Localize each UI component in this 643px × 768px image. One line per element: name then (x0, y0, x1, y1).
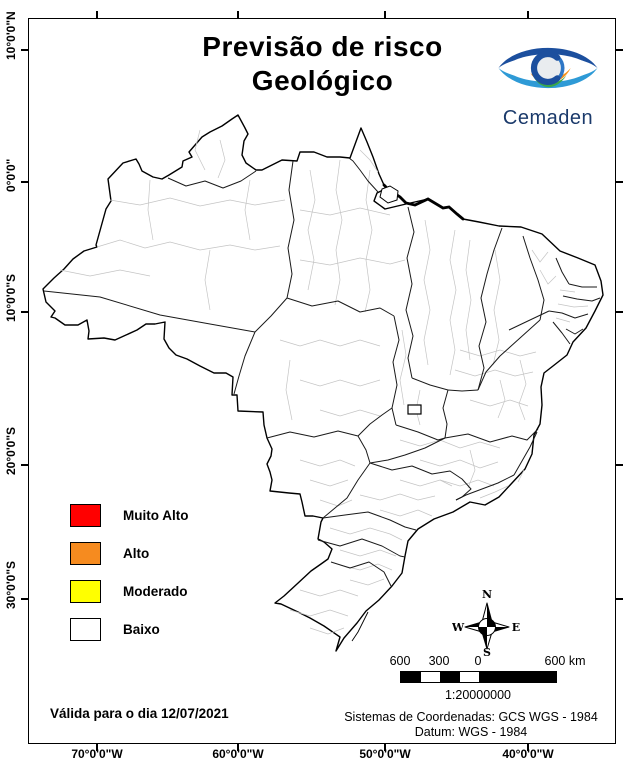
legend-label-baixo: Baixo (123, 621, 160, 637)
scale-label-0: 0 (474, 654, 482, 668)
page-title: Previsão de risco Geológico (155, 30, 490, 98)
cemaden-logo-text: Cemaden (502, 107, 594, 129)
legend-label-muito-alto: Muito Alto (123, 507, 189, 523)
lat-tick (21, 598, 28, 600)
scale-bar: 600 300 0 600 km 1:20000000 (380, 654, 590, 702)
lon-tick (96, 744, 98, 751)
compass-rose-icon: N S E W (452, 588, 520, 658)
legend-label-alto: Alto (123, 545, 150, 561)
coordinate-system-line1: Sistemas de Coordenadas: GCS WGS - 1984 (344, 710, 598, 724)
lat-tick (616, 181, 623, 183)
legend-item-muito-alto: Muito Alto (70, 503, 188, 527)
lat-tick (21, 464, 28, 466)
compass-e-label: E (512, 621, 520, 634)
lon-label-40w: 40°0'0"W (502, 747, 554, 761)
title-line-1: Previsão de risco (202, 31, 443, 62)
legend-item-baixo: Baixo (70, 617, 188, 641)
legend-label-moderado: Moderado (123, 583, 188, 599)
lon-tick (237, 744, 239, 751)
map-frame (28, 18, 616, 744)
lat-label-20s: 20°0'0"S (4, 426, 18, 475)
legend-swatch-muito-alto (70, 503, 101, 527)
legend-swatch-moderado (70, 579, 101, 603)
lon-tick (237, 11, 239, 18)
lon-tick (527, 11, 529, 18)
lat-label-10n: 10°0'0"N (4, 11, 18, 60)
lon-tick (527, 744, 529, 751)
scale-ratio: 1:20000000 (444, 688, 512, 702)
compass-s-label: S (483, 646, 491, 658)
legend-swatch-baixo (70, 617, 101, 641)
lon-label-60w: 60°0'0"W (212, 747, 264, 761)
cemaden-eye-icon (498, 47, 598, 89)
lat-tick (616, 464, 623, 466)
scale-bar-graphic (400, 671, 557, 683)
lat-tick (21, 181, 28, 183)
distrito-federal (407, 404, 422, 415)
compass-w-label: W (452, 621, 465, 634)
title-line-2: Geológico (251, 65, 394, 96)
brazil-outline (42, 114, 604, 652)
lon-tick (384, 744, 386, 751)
marajo-island (379, 185, 399, 204)
lat-label-30s: 30°0'0"S (4, 560, 18, 609)
compass-n-label: N (482, 588, 492, 601)
lagoa-dos-patos (351, 611, 369, 642)
lon-tick (96, 11, 98, 18)
scale-label-300: 300 (428, 654, 450, 668)
scale-label-600-left: 600 (389, 654, 411, 668)
cemaden-logo: Cemaden (490, 36, 606, 130)
lon-label-70w: 70°0'0"W (71, 747, 123, 761)
lat-tick (616, 598, 623, 600)
lat-tick (21, 49, 28, 51)
legend-swatch-alto (70, 541, 101, 565)
lat-label-10s: 10°0'0"S (4, 273, 18, 322)
lon-tick (384, 11, 386, 18)
validity-date: Válida para o dia 12/07/2021 (50, 706, 229, 721)
legend-item-moderado: Moderado (70, 579, 188, 603)
lat-tick (21, 311, 28, 313)
legend-item-alto: Alto (70, 541, 188, 565)
coordinate-system-note: Sistemas de Coordenadas: GCS WGS - 1984 … (330, 710, 612, 740)
lon-label-50w: 50°0'0"W (359, 747, 411, 761)
lat-tick (616, 311, 623, 313)
legend: Muito Alto Alto Moderado Baixo (70, 503, 188, 655)
scale-label-600-right: 600 km (544, 654, 586, 668)
state-boundaries (43, 157, 601, 587)
lat-tick (616, 49, 623, 51)
lat-label-0: 0°0'0" (4, 158, 18, 192)
coordinate-system-line2: Datum: WGS - 1984 (414, 725, 528, 739)
municipal-boundaries (59, 129, 589, 635)
